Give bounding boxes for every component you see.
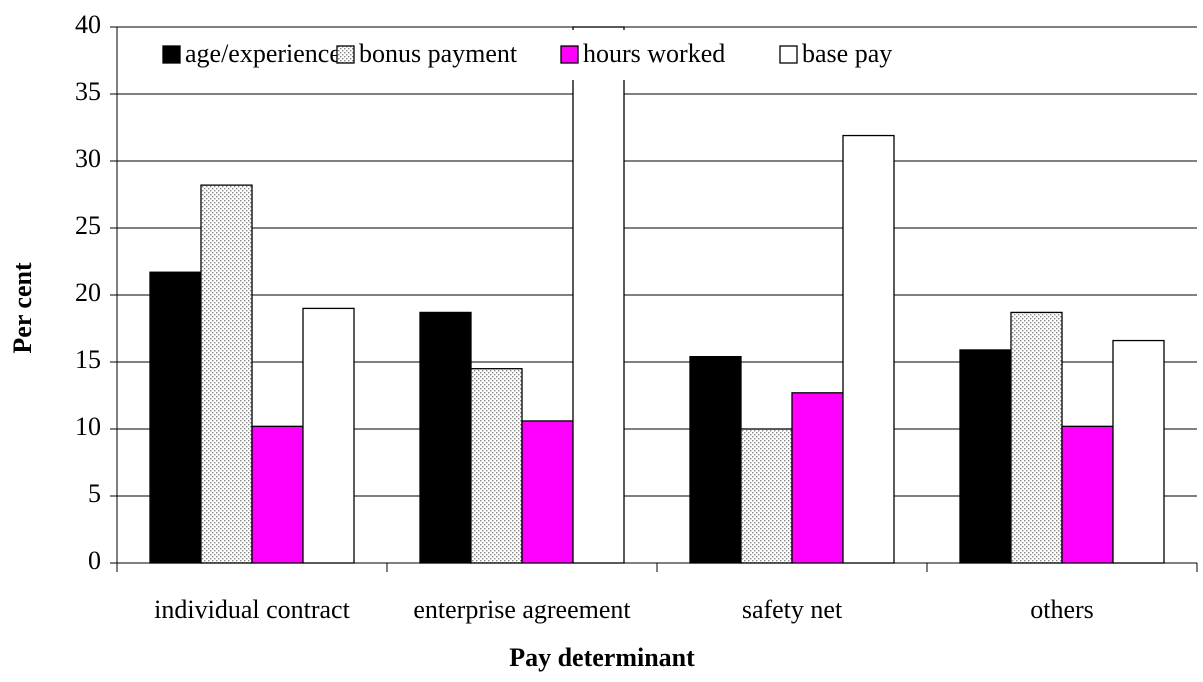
y-tick-label: 0: [88, 546, 101, 575]
bar: [791, 392, 844, 564]
x-tick-label: enterprise agreement: [413, 595, 631, 624]
legend-label: hours worked: [583, 39, 725, 68]
y-tick-label: 10: [75, 412, 101, 441]
bar: [842, 134, 895, 564]
y-tick-label: 30: [75, 144, 101, 173]
legend-swatch: [560, 45, 579, 64]
legend-swatch: [779, 45, 798, 64]
x-tick-label: individual contract: [154, 595, 350, 624]
legend-label: age/experience: [185, 39, 341, 68]
bar: [1061, 425, 1114, 564]
bar: [521, 420, 574, 564]
bar: [1112, 339, 1165, 564]
bar: [689, 355, 742, 564]
x-tick-label: others: [1030, 595, 1094, 624]
y-axis-title: Per cent: [8, 262, 37, 354]
x-axis-title: Pay determinant: [509, 643, 695, 672]
y-tick-label: 40: [75, 10, 101, 39]
bar: [200, 184, 253, 564]
bar: [1010, 311, 1063, 564]
legend-box: [143, 30, 1178, 80]
bar: [419, 311, 472, 564]
legend-label: base pay: [802, 39, 892, 68]
y-tick-label: 25: [75, 211, 101, 240]
bar: [302, 307, 355, 564]
y-tick-label: 20: [75, 278, 101, 307]
y-tick-label: 15: [75, 345, 101, 374]
legend-swatch: [336, 45, 355, 64]
bar: [149, 271, 202, 564]
bar: [470, 368, 523, 564]
bar: [959, 349, 1012, 564]
legend-swatch: [162, 45, 181, 64]
legend-label: bonus payment: [359, 39, 518, 68]
bar: [740, 428, 793, 564]
bar: [251, 425, 304, 564]
x-tick-label: safety net: [742, 595, 843, 624]
bar: [572, 26, 625, 564]
y-tick-label: 35: [75, 77, 101, 106]
y-tick-label: 5: [88, 479, 101, 508]
